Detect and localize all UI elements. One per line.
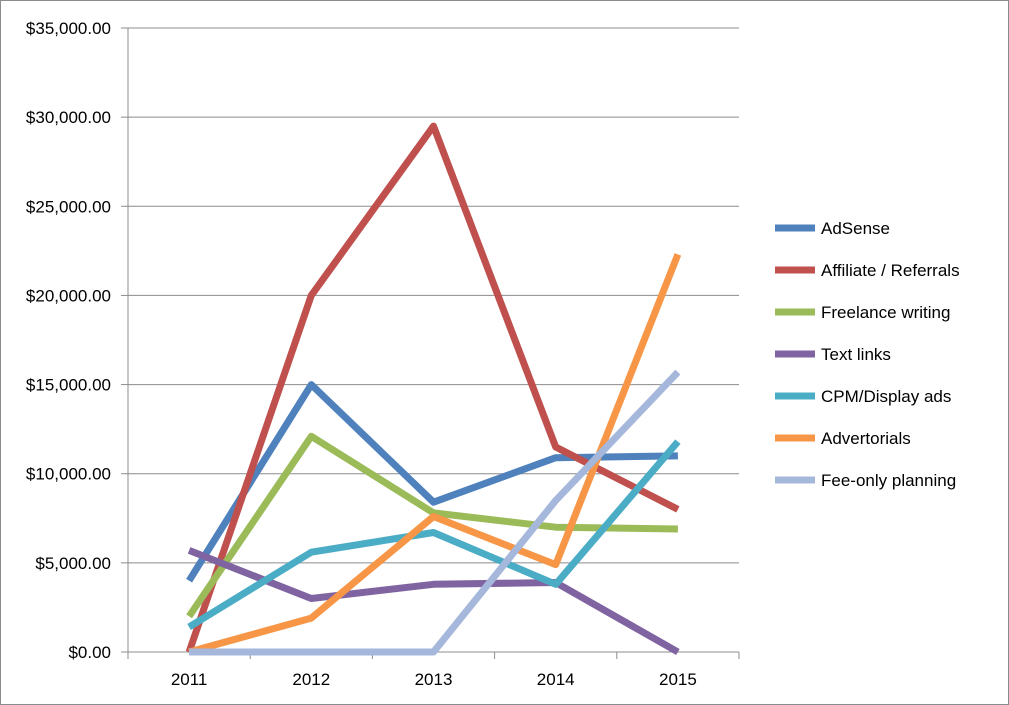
y-tick-label: $20,000.00 (26, 286, 111, 305)
y-tick-label: $5,000.00 (35, 554, 111, 573)
legend-label: Text links (821, 345, 891, 364)
series-line (187, 547, 680, 656)
legend-label: AdSense (821, 219, 890, 238)
y-tick-label: $10,000.00 (26, 465, 111, 484)
y-tick-label: $15,000.00 (26, 376, 111, 395)
legend: AdSense Affiliate / Referrals Freelance wr… (775, 219, 960, 490)
x-tick-label: 2015 (659, 670, 697, 689)
series-line (186, 432, 678, 619)
y-axis-tick-labels: $0.00 $5,000.00 $10,000.00 $15,000.00 $20,00… (26, 19, 111, 662)
series-line (186, 381, 678, 583)
y-tick-label: $0.00 (68, 643, 111, 662)
series-line (189, 369, 681, 656)
x-tick-label: 2014 (537, 670, 575, 689)
x-tick-label: 2013 (415, 670, 453, 689)
legend-label: Fee-only planning (821, 471, 956, 490)
y-tick-label: $25,000.00 (26, 197, 111, 216)
legend-label: CPM/Display ads (821, 387, 951, 406)
y-tick-label: $35,000.00 (26, 19, 111, 38)
legend-label: Freelance writing (821, 303, 950, 322)
series-line (185, 122, 680, 654)
legend-label: Advertorials (821, 429, 911, 448)
y-tick-label: $30,000.00 (26, 108, 111, 127)
x-tick-label: 2012 (292, 670, 330, 689)
x-tick-label: 2011 (171, 670, 208, 689)
series-line (187, 439, 681, 630)
series-lines (185, 122, 682, 656)
x-axis-tick-labels: 2011 2012 2013 2014 2015 (171, 670, 697, 689)
legend-label: Affiliate / Referrals (821, 261, 960, 280)
